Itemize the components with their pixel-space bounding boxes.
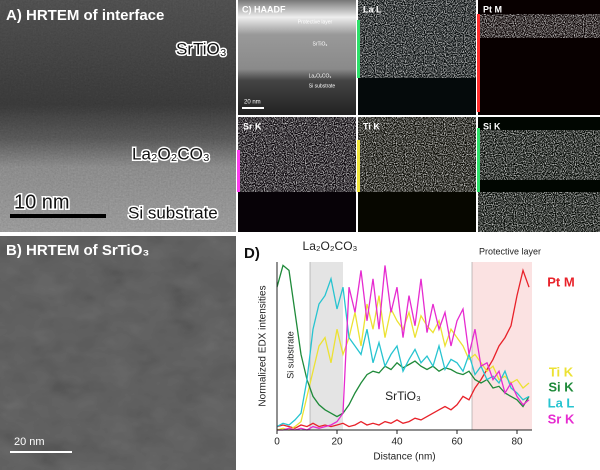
line-chart: D) La₂O₂CO₃ Protective layer 0 20 40 60 80 Dist… xyxy=(244,239,575,462)
map-label: Pt M xyxy=(483,4,502,14)
legend-label: Ti K xyxy=(549,364,574,379)
layer-label: Si substrate xyxy=(309,83,336,89)
x-tick-label: 40 xyxy=(391,437,403,448)
map-edge xyxy=(357,20,360,78)
layer-label: Si substrate xyxy=(128,203,218,222)
layer-label: La₂O₂CO₃ xyxy=(309,73,332,79)
panel-title: A) HRTEM of interface xyxy=(6,7,164,24)
scale-bar xyxy=(10,451,72,453)
map-edge xyxy=(237,150,240,192)
map-edge xyxy=(477,14,480,112)
scale-label: 10 nm xyxy=(14,191,70,213)
hrtem-image xyxy=(0,0,236,232)
haadf-image xyxy=(238,0,356,115)
map-signal xyxy=(478,130,600,180)
panel-title: B) HRTEM of SrTiO₃ xyxy=(6,242,149,259)
annotation: Si substrate xyxy=(285,331,295,379)
legend-label: Si K xyxy=(548,379,574,394)
x-tick-label: 0 xyxy=(274,437,280,448)
map-signal xyxy=(478,192,600,232)
series-line xyxy=(277,265,530,431)
series-line xyxy=(276,268,530,429)
layer-label: SrTiO₃ xyxy=(313,41,328,47)
hrtem-image xyxy=(0,236,236,470)
map-label: Sr K xyxy=(243,121,262,131)
map-label: Si K xyxy=(483,121,501,131)
layer-label: La₂O₂CO₃ xyxy=(132,144,210,163)
x-tick-label: 60 xyxy=(451,437,463,448)
layer-label: SrTiO₃ xyxy=(176,39,227,58)
scale-bar xyxy=(242,107,264,109)
map-edge xyxy=(357,140,360,192)
legend-label: Pt M xyxy=(547,274,574,289)
series-line xyxy=(276,295,530,431)
map-signal xyxy=(358,0,476,78)
x-axis-label: Distance (nm) xyxy=(373,452,435,463)
map-signal xyxy=(238,117,356,192)
map-label: La L xyxy=(363,4,382,14)
scale-bar xyxy=(10,214,106,218)
panel-title: C) HAADF xyxy=(242,4,286,14)
region-label: Protective layer xyxy=(479,246,541,256)
legend-label: La L xyxy=(548,395,575,410)
map-signal xyxy=(358,117,476,192)
region xyxy=(472,262,532,430)
map-label: Ti K xyxy=(363,121,380,131)
scale-label: 20 nm xyxy=(14,436,45,448)
map-edge xyxy=(477,128,480,192)
x-tick-label: 20 xyxy=(331,437,343,448)
series-line xyxy=(276,276,530,428)
scale-label: 20 nm xyxy=(244,100,261,106)
layer-label: Protective layer xyxy=(298,19,333,25)
panel-label: D) xyxy=(244,245,260,262)
x-tick-label: 80 xyxy=(511,437,523,448)
legend-label: Sr K xyxy=(548,411,575,426)
region-label: La₂O₂CO₃ xyxy=(303,239,358,253)
annotation: SrTiO₃ xyxy=(385,389,421,403)
map-signal xyxy=(478,14,600,38)
y-axis-label: Normalized EDX intensities xyxy=(258,285,269,406)
